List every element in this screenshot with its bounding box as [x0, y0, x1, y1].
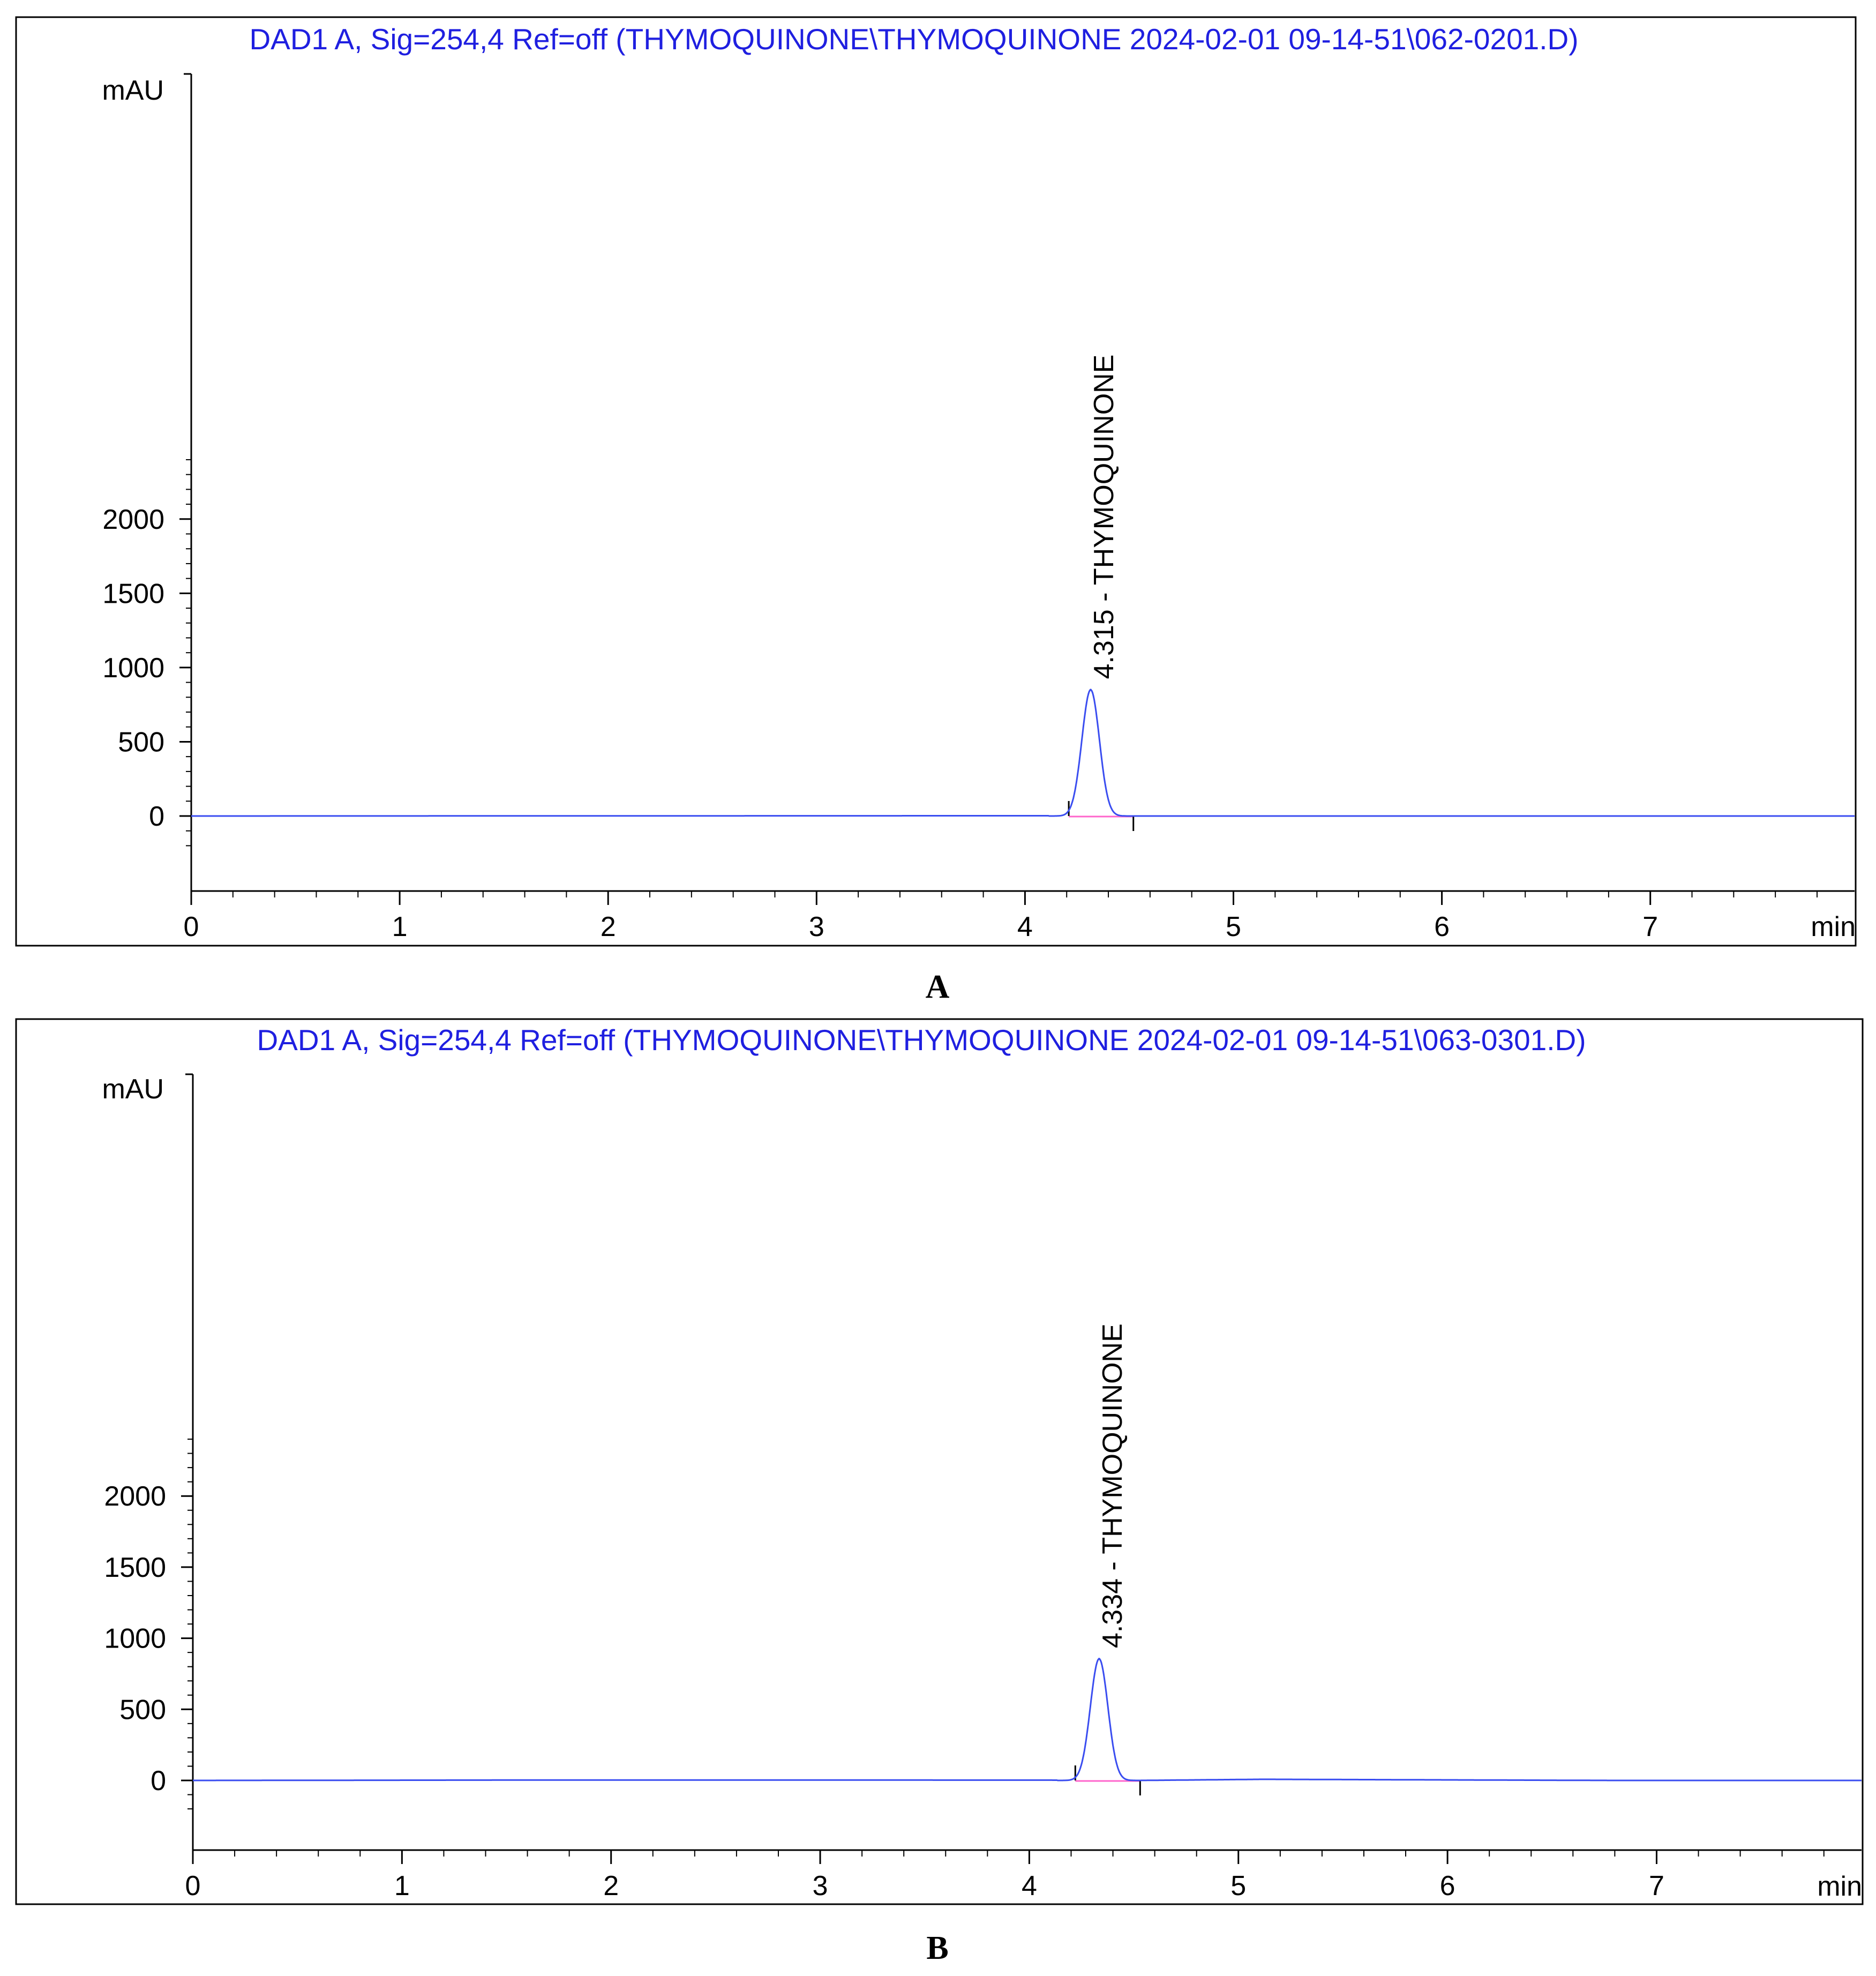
peak-apex-point	[1089, 688, 1092, 691]
peak-label: 4.334 - THYMOQUINONE	[1097, 1323, 1128, 1648]
x-tick-label: 2	[603, 1870, 619, 1902]
x-tick-label: 6	[1434, 911, 1450, 942]
x-axis-label: min	[1817, 1871, 1862, 1902]
chart-title: DAD1 A, Sig=254,4 Ref=off (THYMOQUINONE\…	[257, 1023, 1586, 1057]
chart-title: DAD1 A, Sig=254,4 Ref=off (THYMOQUINONE\…	[249, 23, 1578, 56]
y-tick-label: 1500	[102, 578, 164, 609]
y-tick-label: 2000	[102, 504, 164, 535]
x-tick-label: 0	[185, 1870, 201, 1902]
y-axis-label: mAU	[102, 75, 164, 106]
y-tick-label: 1000	[104, 1623, 166, 1655]
peak-apex-point	[1098, 1658, 1100, 1660]
x-tick-label: 1	[394, 1870, 410, 1902]
x-tick-label: 4	[1022, 1870, 1037, 1902]
y-tick-label: 500	[118, 727, 164, 758]
panel-frame	[15, 16, 1857, 947]
x-axis-label: min	[1811, 911, 1856, 942]
plot-marks: 4.334 - THYMOQUINONE	[193, 1323, 1862, 1795]
x-tick-label: 7	[1649, 1870, 1664, 1902]
x-tick-label: 0	[184, 911, 199, 942]
axes: 0 500 1000 1500 2000 0 1 2 3 4 5 6 7	[102, 73, 1855, 942]
x-tick-label: 5	[1226, 911, 1241, 942]
axes: 0 500 1000 1500 2000 0 1 2 3 4 5 6 7	[104, 1073, 1862, 1902]
panel-label: A	[926, 969, 950, 1005]
x-tick-label: 6	[1440, 1870, 1455, 1902]
y-tick-label: 500	[119, 1694, 166, 1725]
plot-marks: 4.315 - THYMOQUINONE	[191, 355, 1855, 831]
y-axis-label: mAU	[102, 1074, 164, 1105]
chromatogram-panel-a: DAD1 A, Sig=254,4 Ref=off (THYMOQUINONE\…	[15, 16, 1857, 1005]
x-tick-label: 7	[1642, 911, 1658, 942]
y-tick-label: 1000	[102, 653, 164, 684]
x-tick-label: 2	[601, 911, 616, 942]
y-tick-label: 0	[151, 1765, 166, 1797]
panel-frame	[15, 1018, 1864, 1905]
y-tick-label: 1500	[104, 1552, 166, 1583]
y-tick-label: 2000	[104, 1481, 166, 1512]
chromatogram-trace	[193, 1658, 1862, 1782]
panel-label: B	[926, 1930, 948, 1966]
chromatogram-trace	[191, 688, 1855, 817]
x-tick-label: 3	[813, 1870, 828, 1902]
chromatogram-panel-b: DAD1 A, Sig=254,4 Ref=off (THYMOQUINONE\…	[15, 1018, 1864, 1966]
x-tick-label: 5	[1230, 1870, 1246, 1902]
x-tick-label: 4	[1017, 911, 1033, 942]
x-tick-label: 1	[392, 911, 408, 942]
y-tick-label: 0	[149, 801, 164, 832]
x-tick-label: 3	[809, 911, 824, 942]
peak-label: 4.315 - THYMOQUINONE	[1089, 355, 1120, 679]
